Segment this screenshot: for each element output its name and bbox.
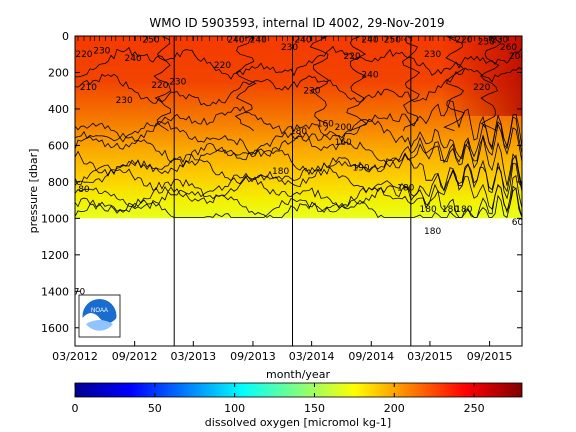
contour-label: 230: [478, 37, 495, 47]
contour-label: 240: [125, 54, 142, 64]
contour-line: [75, 185, 522, 219]
x-tick-label: 09/2012: [112, 350, 158, 363]
contour-label: 180: [272, 167, 289, 177]
x-axis: 03/2012 09/2012 03/2013 09/2013 03/2014 09/20…: [52, 36, 512, 363]
noaa-logo-text: NOAA: [91, 308, 108, 314]
contour-line: [75, 154, 522, 205]
contour-line: [234, 36, 257, 132]
contour-label: 240: [227, 36, 244, 46]
contour-label: 180: [455, 205, 472, 215]
contour-label: 230: [491, 36, 508, 46]
contour-label: 180: [397, 183, 414, 193]
x-tick-label: 03/2015: [407, 350, 453, 363]
y-tick-label: 400: [48, 103, 69, 116]
colorbar-tick-label: 0: [72, 402, 79, 415]
contour-line: [443, 36, 465, 132]
contour-label: 200: [509, 52, 526, 62]
x-tick-label: 09/2013: [230, 350, 276, 363]
contour-line: [75, 45, 522, 80]
noaa-logo: NOAA: [78, 294, 121, 338]
y-tick-label: 1200: [41, 249, 69, 262]
contour-line: [75, 100, 522, 148]
contour-label: 180: [442, 205, 459, 215]
contour-line: [346, 36, 368, 132]
contour-label: 240: [361, 70, 378, 80]
contour-line: [75, 167, 522, 214]
contour-label: 220: [455, 36, 472, 46]
y-tick-label: 1000: [41, 212, 69, 225]
contour-label: 230: [169, 78, 186, 88]
y-axis-label: pressure [dbar]: [27, 149, 40, 234]
contour-line: [153, 36, 172, 132]
colorbar-tick-label: 50: [148, 402, 162, 415]
contour-line: [75, 136, 522, 193]
contour-label: 250: [384, 36, 401, 46]
y-tick-label: 1600: [41, 322, 69, 335]
contour-label: 240: [361, 36, 378, 46]
y-tick-label: 200: [48, 66, 69, 79]
contour-label: 250: [142, 36, 159, 46]
contour-lines: [75, 36, 522, 219]
contour-label: 180: [290, 127, 307, 137]
colorbar-tick-label: 200: [384, 402, 405, 415]
y-axis: 0 200 400 600 800 1000 1200 1400 1600: [41, 30, 522, 335]
contour-line: [75, 152, 522, 200]
colorbar-tick-label: 100: [224, 402, 245, 415]
x-tick-label: 03/2014: [289, 350, 335, 363]
contour-label: 160: [335, 138, 352, 148]
x-axis-label: month/year: [266, 368, 330, 381]
contour-line: [402, 36, 421, 131]
colorbar-tick-label: 250: [464, 402, 485, 415]
year-boundary-lines: [173, 36, 412, 346]
contour-label: 260: [500, 43, 517, 53]
contour-label: 220: [151, 81, 168, 91]
chart-title: WMO ID 5903593, internal ID 4002, 29-Nov…: [149, 16, 444, 30]
x-tick-label: 09/2014: [348, 350, 394, 363]
contour-label: 180: [424, 227, 441, 237]
contour-label: 220: [473, 83, 490, 93]
contour-label: 190: [352, 163, 369, 173]
colorbar-ticks: 0 50 100 150 200 250: [72, 383, 485, 415]
contour-label: 210: [80, 83, 97, 93]
contour-label: 60: [512, 218, 524, 228]
contour-label: 230: [424, 50, 441, 60]
contour-line: [480, 36, 502, 132]
x-tick-label: 09/2015: [467, 350, 513, 363]
contour-line: [75, 184, 522, 218]
contour-line: [75, 121, 522, 169]
contour-label: 80: [78, 185, 90, 195]
contour-label: 220: [344, 52, 361, 62]
y-tick-label: 800: [48, 176, 69, 189]
colorbar: 0 50 100 150 200 250: [72, 382, 523, 415]
contour-label: 220: [75, 50, 92, 60]
contour-label: 180: [420, 205, 437, 215]
x-tick-label: 03/2013: [170, 350, 216, 363]
contour-label: 240: [250, 36, 267, 46]
colorbar-tick-label: 150: [304, 402, 325, 415]
contour-label: 220: [214, 61, 231, 71]
plot-frame: [74, 35, 523, 347]
colorbar-label: dissolved oxygen [micromol kg-1]: [205, 416, 391, 429]
y-tick-label: 0: [62, 30, 69, 43]
contour-label: 230: [281, 43, 298, 53]
contour-label: 230: [93, 47, 110, 57]
y-tick-label: 600: [48, 139, 69, 152]
contour-line: [309, 36, 329, 132]
contour-label: 230: [303, 87, 320, 97]
contour-label: 160: [317, 120, 334, 130]
contour-label: 230: [116, 96, 133, 106]
x-tick-label: 03/2012: [52, 350, 98, 363]
contour-label: 200: [335, 123, 352, 133]
contour-label: 70: [74, 287, 86, 297]
y-tick-label: 1400: [41, 285, 69, 298]
